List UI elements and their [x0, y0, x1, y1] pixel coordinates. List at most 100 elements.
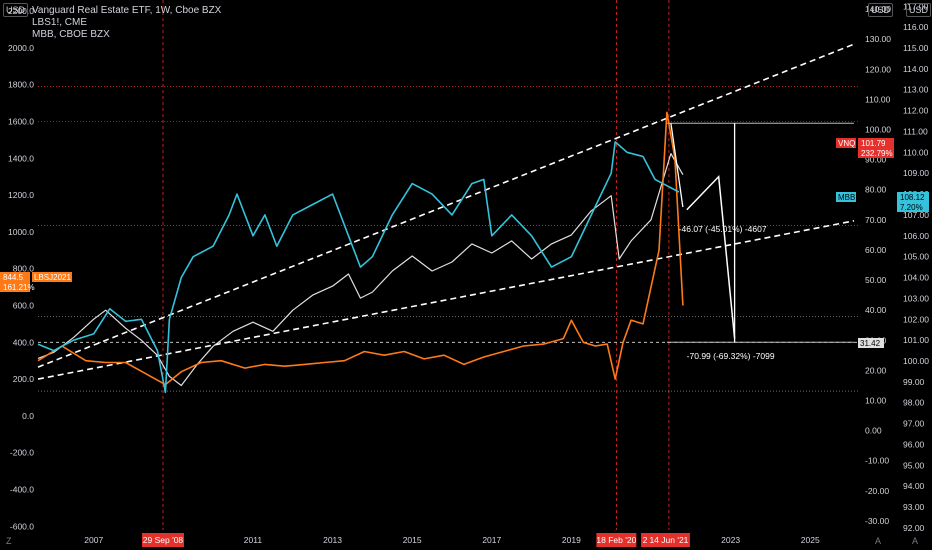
bottom-mid-corner-label[interactable]: A — [875, 536, 882, 546]
right-axis-tick: 93.00 — [903, 502, 925, 512]
price-badge-value: LBSJ2021 — [34, 273, 71, 282]
legend-line2: LBS1!, CME — [32, 17, 88, 28]
x-axis-tick: 2015 — [403, 535, 422, 545]
right-axis-tick: 105.00 — [903, 252, 929, 262]
price-badge-label-bg — [836, 138, 856, 148]
right-axis-tick: 110.00 — [903, 147, 929, 157]
mid-currency-label[interactable]: USD — [868, 3, 894, 17]
price-badge-label: 844.5 — [3, 273, 24, 282]
date-badge: 29 Sep '08 — [143, 535, 184, 545]
mid-axis-tick: 10.00 — [865, 396, 887, 406]
date-badge: 2 — [643, 535, 648, 545]
right-axis-tick: 104.00 — [903, 273, 929, 283]
price-badge-value-bg — [897, 192, 929, 212]
right-axis-tick: 107.00 — [903, 210, 929, 220]
mid-axis-tick: 0.00 — [865, 426, 882, 436]
right-axis-tick: 99.00 — [903, 377, 925, 387]
right-axis-tick: 113.00 — [903, 85, 929, 95]
price-badge-value: 108.12 — [900, 193, 925, 202]
left-axis-tick: 1200.0 — [8, 190, 34, 200]
mid-axis-tick: 50.00 — [865, 275, 887, 285]
date-badge: 18 Feb '20 — [596, 535, 636, 545]
right-axis-tick: 96.00 — [903, 439, 925, 449]
left-axis-tick: 1600.0 — [8, 116, 34, 126]
x-axis-tick: 2025 — [801, 535, 820, 545]
right-axis-tick: 115.00 — [903, 43, 929, 53]
projection-path — [686, 174, 736, 339]
right-axis-tick: 94.00 — [903, 481, 925, 491]
left-axis-tick: 1000.0 — [8, 227, 34, 237]
mid-axis-tick: -10.00 — [865, 456, 889, 466]
price-badge-pct: 232.79% — [861, 149, 893, 158]
left-axis-tick: 2000.0 — [8, 43, 34, 53]
left-axis-tick: -600.0 — [10, 521, 34, 531]
right-axis-tick: 97.00 — [903, 419, 925, 429]
series-line-mbb — [37, 141, 680, 394]
right-axis-tick: 112.00 — [903, 106, 929, 116]
date-badge-bg — [647, 533, 690, 547]
right-axis-tick: 100.00 — [903, 356, 929, 366]
price-badge-label-bg — [32, 272, 72, 282]
upper-trend-line — [37, 43, 855, 368]
legend-line3: MBB, CBOE BZX — [32, 29, 110, 40]
bottom-right-corner-label[interactable]: A — [912, 536, 919, 546]
right-axis-tick: 111.00 — [903, 126, 928, 136]
left-axis-tick: 2200.0 — [8, 6, 34, 16]
series-line-lbs1 — [37, 111, 684, 386]
right-axis-tick: 117.00 — [903, 1, 929, 11]
right-axis-tick: 102.00 — [903, 314, 929, 324]
chart-legend: Vanguard Real Estate ETF, 1W, Cboe BZX L… — [32, 5, 221, 41]
mid-axis-tick: 70.00 — [865, 215, 887, 225]
date-badge-bg — [641, 533, 650, 547]
right-axis-tick: 114.00 — [903, 64, 929, 74]
x-axis-tick: 2023 — [721, 535, 740, 545]
left-axis-tick: -200.0 — [10, 448, 34, 458]
x-axis-tick: 2019 — [562, 535, 581, 545]
left-axis-tick: 800.0 — [13, 264, 35, 274]
mid-axis-tick: -30.00 — [865, 516, 889, 526]
right-axis-tick: 101.00 — [903, 335, 929, 345]
mid-axis-tick: 80.00 — [865, 185, 887, 195]
price-badge-value-bg — [858, 138, 894, 158]
right-axis-tick: 116.00 — [903, 22, 929, 32]
left-axis-tick: 0.0 — [22, 411, 34, 421]
right-axis-tick: 95.00 — [903, 460, 925, 470]
right-axis-tick: 103.00 — [903, 293, 929, 303]
left-axis-tick: 1800.0 — [8, 80, 34, 90]
date-badge-bg — [141, 533, 184, 547]
lower-trend-line — [37, 220, 855, 380]
price-badge-value: 101.79 — [861, 139, 886, 148]
right-currency-label[interactable]: USD — [906, 3, 932, 17]
mid-axis-tick: 110.00 — [865, 94, 891, 104]
date-badge-bg — [596, 533, 637, 547]
measure-arrow-1 — [670, 123, 684, 208]
mid-axis-tick: 40.00 — [865, 305, 887, 315]
left-axis-tick: 200.0 — [13, 374, 35, 384]
annotation-text: -70.99 (-69.32%) -7099 — [687, 351, 775, 361]
mid-axis-tick: -20.00 — [865, 486, 889, 496]
left-axis-tick: 600.0 — [13, 300, 35, 310]
right-axis-tick: 98.00 — [903, 398, 925, 408]
x-axis-tick: 2011 — [244, 535, 263, 545]
right-axis-tick: 106.00 — [903, 231, 929, 241]
legend-title: Vanguard Real Estate ETF, 1W, Cboe BZX — [32, 5, 222, 16]
bottom-left-corner-label[interactable]: Z — [6, 536, 12, 546]
right-axis-tick: 109.00 — [903, 168, 929, 178]
price-badge-label-bg — [836, 192, 856, 202]
mid-axis-tick: 130.00 — [865, 34, 891, 44]
left-currency-label[interactable]: USD — [3, 3, 29, 17]
price-badge-label: MBB — [838, 193, 855, 202]
x-axis-tick: 2007 — [84, 535, 103, 545]
price-badge-value-bg — [0, 272, 30, 292]
price-badge-pct: 161.21% — [3, 283, 35, 292]
mid-axis-tick: 90.00 — [865, 155, 887, 165]
mid-axis-tick: 100.00 — [865, 124, 891, 134]
series-line-vnq — [37, 153, 684, 387]
left-axis-tick: 1400.0 — [8, 153, 34, 163]
price-badge-value-bg — [858, 338, 884, 348]
mid-axis-tick: 60.00 — [865, 245, 887, 255]
x-axis-tick: 2017 — [482, 535, 501, 545]
mid-axis-tick: 20.00 — [865, 365, 887, 375]
right-axis-tick: 92.00 — [903, 523, 925, 533]
